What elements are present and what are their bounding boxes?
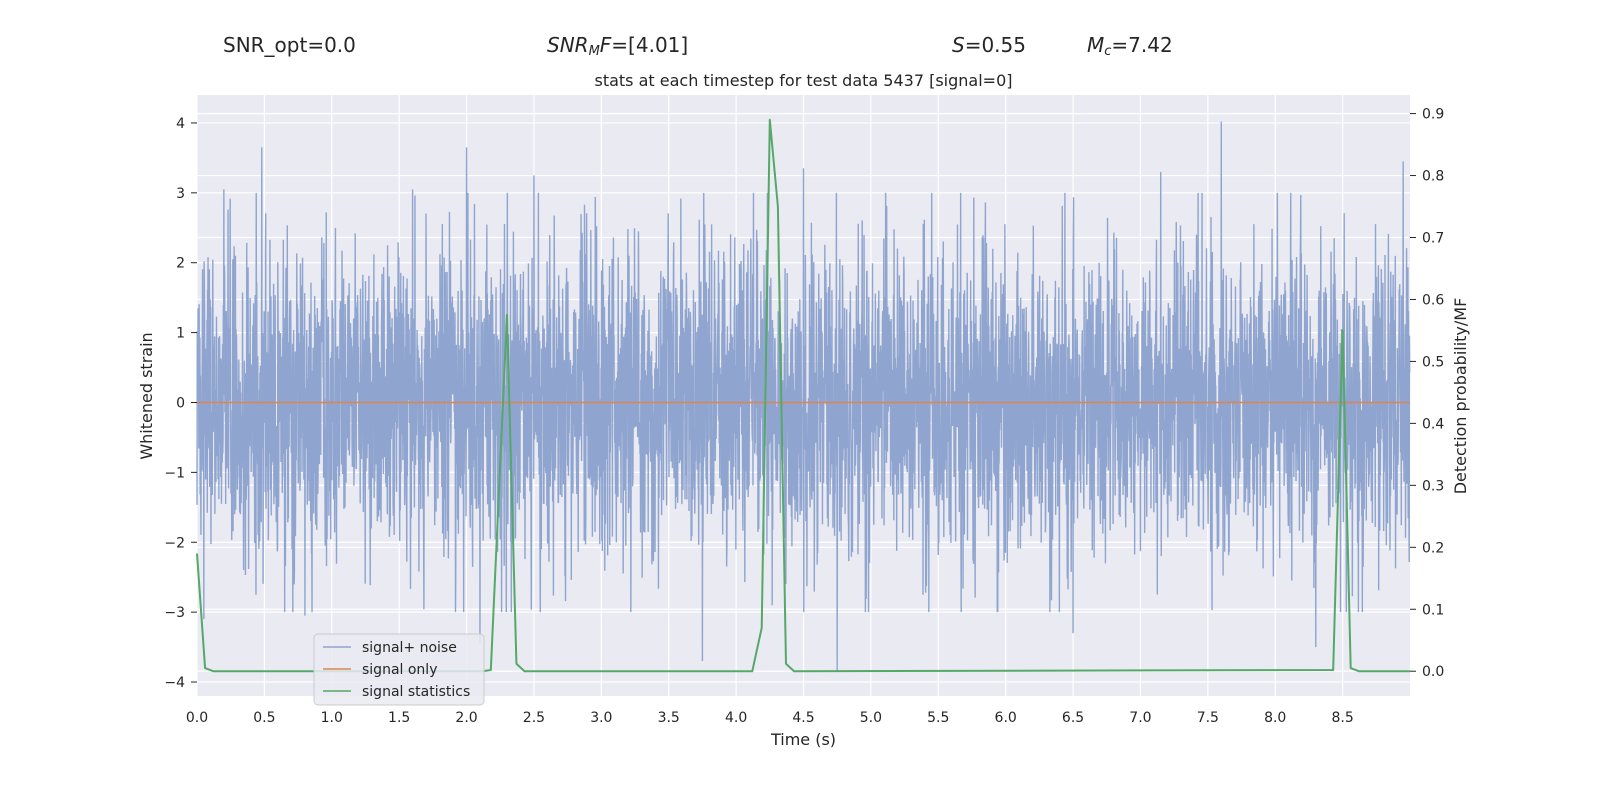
y-right-tick-label: 0.1 [1422,602,1444,618]
x-tick-label: 5.5 [927,710,949,726]
y-left-tick-label: 0 [176,395,185,411]
x-tick-label: 8.0 [1264,710,1286,726]
legend-label-signal-statistics: signal statistics [362,684,470,700]
x-tick-label: 2.0 [455,710,477,726]
y-left-tick-label: 3 [176,186,185,202]
snr-mf-label: SNRMF=[4.01] [547,33,689,59]
x-tick-label: 4.0 [725,710,747,726]
x-tick-label: 4.5 [792,710,814,726]
x-tick-label: 0.0 [186,710,208,726]
y-left-tick-label: −1 [164,465,185,481]
y-axis-left-label: Whitened strain [137,332,156,459]
s-value-label: S=0.55 [952,33,1026,57]
x-tick-label: 1.5 [388,710,410,726]
legend-box [313,633,485,706]
y-right-tick-label: 0.8 [1422,169,1444,185]
legend-label-signal-only: signal only [362,662,437,678]
y-right-tick-label: 0.0 [1422,664,1444,680]
x-tick-label: 3.5 [658,710,680,726]
y-axis-right-label: Detection probability/MF [1451,298,1470,495]
x-tick-label: 7.0 [1129,710,1151,726]
y-left-tick-label: 2 [176,256,185,272]
x-axis-label: Time (s) [770,730,836,749]
x-tick-label: 7.5 [1197,710,1219,726]
y-left-tick-label: −4 [164,675,185,691]
y-left-tick-label: −2 [164,535,185,551]
y-left-tick-label: 1 [176,326,185,342]
snr-opt-label: SNR_opt=0.0 [223,33,356,57]
series-signal-noise [196,121,1411,672]
y-left-tick-label: −3 [164,605,185,621]
chart-title: stats at each timestep for test data 543… [594,71,1012,90]
x-tick-label: 6.5 [1062,710,1084,726]
x-tick-label: 8.5 [1331,710,1353,726]
x-tick-label: 1.0 [321,710,343,726]
legend-label-signal-noise: signal+ noise [362,640,457,656]
y-right-tick-label: 0.9 [1422,107,1444,123]
y-left-tick-label: 4 [176,116,185,132]
x-tick-label: 6.0 [995,710,1017,726]
legend: signal+ noise signal only signal statist… [313,633,485,706]
y-right-tick-label: 0.3 [1422,478,1444,494]
y-right-tick-label: 0.6 [1422,292,1444,308]
y-right-tick-label: 0.5 [1422,354,1444,370]
y-right-tick-label: 0.7 [1422,231,1444,247]
x-tick-label: 2.5 [523,710,545,726]
x-tick-label: 3.0 [590,710,612,726]
y-right-tick-label: 0.4 [1422,416,1444,432]
y-right-tick-label: 0.2 [1422,540,1444,556]
series-signal-noise-line [196,121,1411,672]
x-tick-label: 5.0 [860,710,882,726]
mc-value-label: Mc=7.42 [1087,33,1173,59]
x-tick-label: 0.5 [253,710,275,726]
